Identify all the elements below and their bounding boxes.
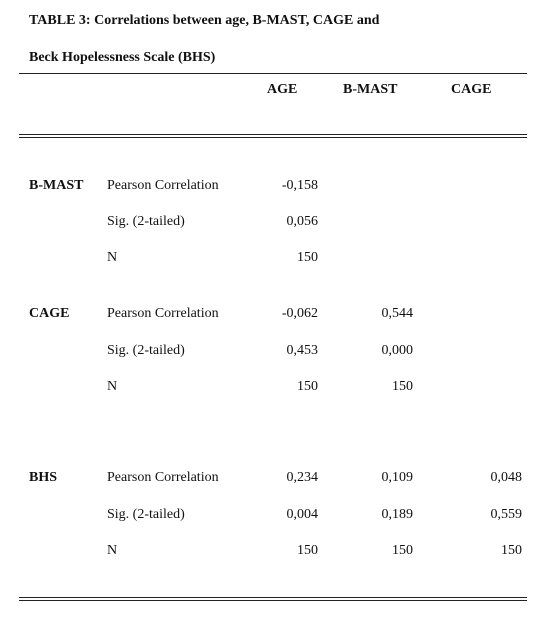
cell-age: -0,158 bbox=[281, 178, 318, 193]
cell-age: 0,234 bbox=[286, 470, 319, 485]
row-label: Sig. (2-tailed) bbox=[107, 343, 185, 358]
cell-cage: 150 bbox=[501, 543, 522, 558]
cell-age: 0,056 bbox=[286, 214, 319, 229]
group-label-cage: CAGE bbox=[29, 306, 70, 321]
bottom-rule-lower bbox=[19, 600, 527, 601]
cell-cage: 0,048 bbox=[490, 470, 523, 485]
cell-bmast: 0,000 bbox=[381, 343, 414, 358]
cell-age: 150 bbox=[297, 250, 318, 265]
cell-bmast: 150 bbox=[392, 543, 413, 558]
cell-bmast: 150 bbox=[392, 379, 413, 394]
table-title-line-1: TABLE 3: Correlations between age, B-MAS… bbox=[29, 13, 380, 28]
row-label: Pearson Correlation bbox=[107, 178, 219, 193]
group-label-bmast: B-MAST bbox=[29, 178, 84, 193]
cell-age: -0,062 bbox=[281, 306, 318, 321]
row-label: N bbox=[107, 250, 118, 265]
header-rule-upper bbox=[19, 134, 527, 135]
row-label: Pearson Correlation bbox=[107, 470, 219, 485]
cell-bmast: 0,189 bbox=[381, 507, 414, 522]
top-rule bbox=[19, 73, 527, 74]
header-rule-lower bbox=[19, 137, 527, 138]
row-label: Pearson Correlation bbox=[107, 306, 219, 321]
cell-age: 0,004 bbox=[286, 507, 319, 522]
table-title-line-2: Beck Hopelessness Scale (BHS) bbox=[29, 50, 216, 65]
bottom-rule-upper bbox=[19, 597, 527, 598]
column-header-cage: CAGE bbox=[451, 82, 492, 97]
cell-age: 150 bbox=[297, 379, 318, 394]
row-label: Sig. (2-tailed) bbox=[107, 507, 185, 522]
group-label-bhs: BHS bbox=[29, 470, 58, 485]
column-header-bmast: B-MAST bbox=[343, 82, 398, 97]
cell-age: 150 bbox=[297, 543, 318, 558]
cell-bmast: 0,109 bbox=[381, 470, 414, 485]
cell-bmast: 0,544 bbox=[381, 306, 414, 321]
cell-age: 0,453 bbox=[286, 343, 319, 358]
row-label: N bbox=[107, 543, 118, 558]
cell-cage: 0,559 bbox=[490, 507, 523, 522]
column-header-age: AGE bbox=[267, 82, 298, 97]
row-label: N bbox=[107, 379, 118, 394]
row-label: Sig. (2-tailed) bbox=[107, 214, 185, 229]
